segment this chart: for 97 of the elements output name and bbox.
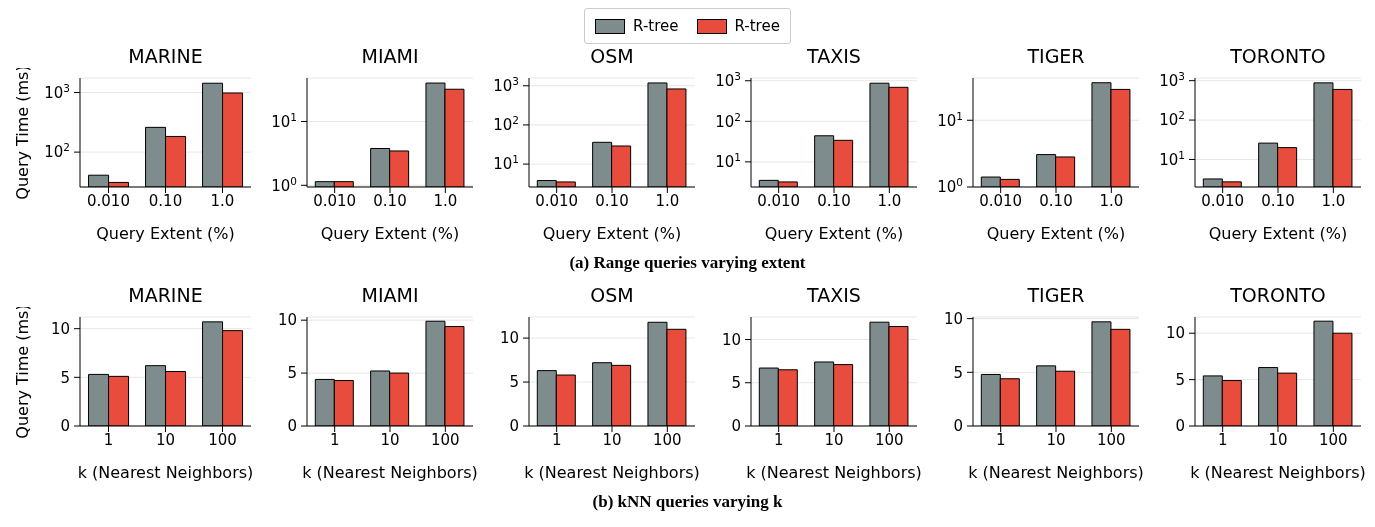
x-axis-title: k (Nearest Neighbors) [1190, 463, 1366, 482]
x-tick-label: 0.10 [373, 191, 407, 210]
chart-title: MARINE [128, 45, 203, 67]
y-tick-label: 10 [721, 330, 741, 349]
y-tick-label: 0 [953, 417, 963, 436]
x-tick-label: 1.0 [655, 191, 680, 210]
y-tick-label: 10 [50, 319, 70, 338]
x-tick-label: 1 [995, 430, 1006, 449]
chart-title: TAXIS [806, 44, 862, 68]
x-tick-label: 0.10 [595, 191, 629, 210]
y-tick-label: 10 [277, 311, 297, 330]
x-tick-label: 0.010 [979, 191, 1023, 210]
y-tick-label: 10$^{2}$ [493, 114, 519, 135]
x-axis-title: k (Nearest Neighbors) [77, 463, 254, 482]
x-axis-title: k (Nearest Neighbors) [302, 463, 478, 482]
x-tick-label: 100 [653, 430, 682, 449]
y-tick-label: 0 [509, 417, 519, 436]
x-tick-label: 1.0 [1099, 191, 1124, 210]
x-tick-label: 0.10 [817, 191, 851, 210]
y-tick-label: 10$^{3}$ [715, 70, 741, 91]
x-tick-label: 100 [875, 430, 904, 449]
chart-title: TORONTO [1229, 283, 1327, 307]
x-tick-label: 0.10 [1261, 191, 1295, 210]
x-axis-title: k (Nearest Neighbors) [968, 463, 1144, 482]
chart-title: TIGER [1026, 283, 1086, 307]
y-tick-label: 0 [60, 417, 70, 436]
y-tick-label: 5 [1175, 370, 1185, 389]
x-tick-label: 0.010 [535, 191, 579, 210]
x-tick-label: 100 [1319, 430, 1348, 449]
chart-title: MARINE [128, 284, 203, 306]
y-tick-label: 10 [943, 309, 963, 328]
y-tick-label: 10$^{2}$ [44, 141, 70, 162]
x-axis-title: Query Extent (%) [764, 224, 904, 243]
text: (a) Range queries varying extent [569, 253, 806, 273]
x-tick-label: 10 [602, 430, 622, 449]
x-tick-label: 100 [1097, 430, 1126, 449]
y-tick-label: 10 [499, 329, 519, 348]
x-tick-label: 10 [824, 430, 844, 449]
y-tick-label: 10$^{1}$ [493, 153, 519, 174]
x-tick-label: 1.0 [877, 191, 902, 210]
y-tick-label: 10$^{2}$ [1159, 109, 1185, 130]
chart-title: TORONTO [1229, 44, 1327, 68]
chart-title: MIAMI [360, 44, 420, 68]
x-axis-title: Query Extent (%) [986, 224, 1126, 243]
x-tick-label: 0.010 [313, 191, 357, 210]
y-tick-label: 5 [287, 364, 297, 383]
legend-label: R-tree [633, 17, 679, 35]
x-tick-label: 0.10 [1039, 191, 1073, 210]
y-tick-label: 0 [1175, 417, 1185, 436]
y-tick-label: 10$^{1}$ [937, 109, 963, 130]
chart-title: OSM [589, 44, 635, 68]
y-tick-label: 10$^{1}$ [715, 151, 741, 172]
x-tick-label: 0.010 [757, 191, 801, 210]
x-tick-label: 10 [380, 430, 400, 449]
x-tick-label: 0.010 [1201, 191, 1245, 210]
x-axis-title: Query Extent (%) [1208, 224, 1348, 243]
x-tick-label: 1 [329, 430, 340, 449]
y-tick-label: 10 [1165, 324, 1185, 343]
x-tick-label: 10 [1046, 430, 1066, 449]
legend-label: R-tree [734, 17, 780, 35]
x-tick-label: 0.010 [87, 191, 130, 210]
y-tick-label: 10$^{3}$ [44, 81, 70, 102]
x-tick-label: 100 [431, 430, 460, 449]
x-tick-label: 1.0 [433, 191, 458, 210]
chart-title: MIAMI [360, 283, 420, 307]
y-tick-label: 5 [953, 363, 963, 382]
y-tick-label: 5 [509, 373, 519, 392]
y-tick-label: 10$^{1}$ [271, 110, 297, 131]
text: (b) kNN queries varying k [592, 492, 783, 512]
x-tick-label: 1 [773, 430, 784, 449]
x-tick-label: 10 [155, 430, 176, 449]
y-tick-label: 10$^{3}$ [1159, 69, 1185, 90]
y-tick-label: 0 [731, 417, 741, 436]
y-tick-label: 10$^{0}$ [271, 174, 297, 195]
x-axis-title: Query Extent (%) [320, 224, 460, 243]
x-axis-title: k (Nearest Neighbors) [524, 463, 700, 482]
x-tick-label: 1.0 [1321, 191, 1346, 210]
chart-title: OSM [589, 283, 635, 307]
y-tick-label: 10$^{0}$ [937, 176, 963, 197]
x-axis-title: Query Extent (%) [96, 224, 235, 243]
x-tick-label: 1 [103, 430, 114, 449]
chart-title: TAXIS [806, 283, 862, 307]
chart-title: TIGER [1026, 44, 1086, 68]
x-tick-label: 10 [1268, 430, 1288, 449]
y-tick-label: 0 [287, 417, 297, 436]
y-tick-label: 5 [731, 374, 741, 392]
x-tick-label: 1 [1217, 430, 1228, 449]
x-axis-title: k (Nearest Neighbors) [746, 463, 922, 482]
x-tick-label: 1.0 [210, 191, 235, 210]
x-tick-label: 0.10 [148, 191, 183, 210]
x-axis-title: Query Extent (%) [542, 224, 682, 243]
y-tick-label: 10$^{1}$ [1159, 148, 1185, 169]
y-tick-label: 10$^{3}$ [493, 75, 519, 96]
y-tick-label: 5 [60, 368, 70, 387]
x-tick-label: 1 [551, 430, 562, 449]
x-tick-label: 100 [208, 430, 237, 449]
y-tick-label: 10$^{2}$ [715, 110, 741, 131]
